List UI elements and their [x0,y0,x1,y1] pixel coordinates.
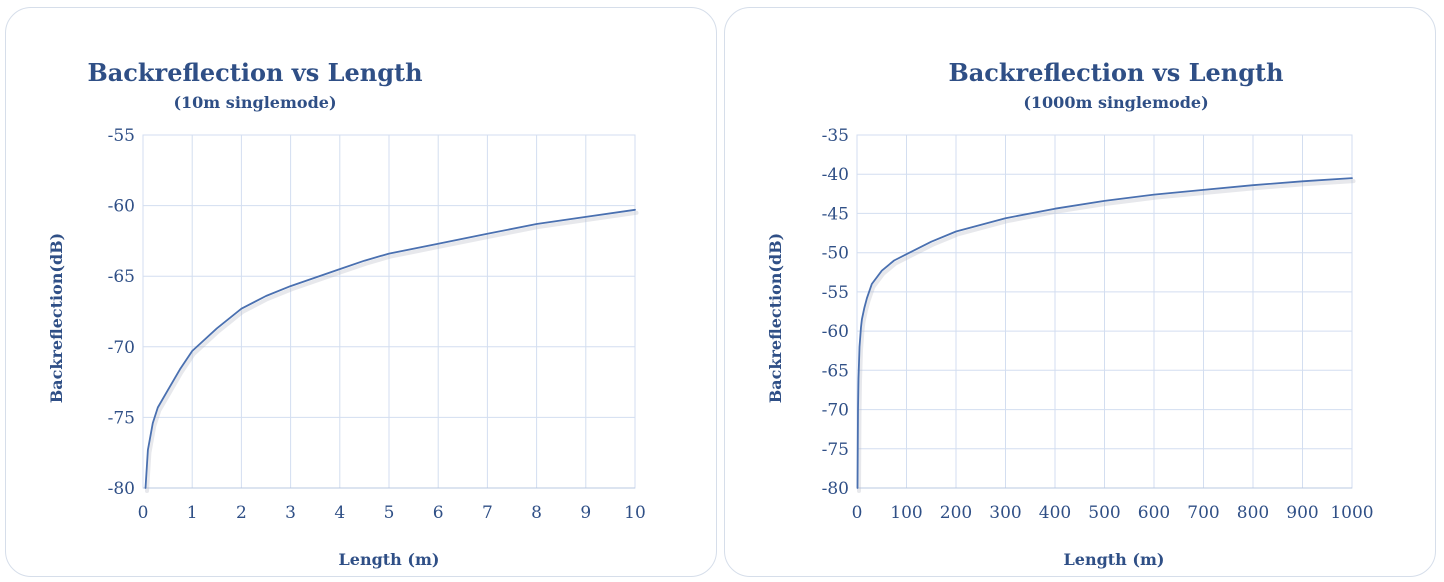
x-tick-label: 0 [138,503,149,523]
y-tick-label: -60 [108,197,135,217]
x-tick-label: 100 [890,503,922,523]
y-axis-label: Backreflection(dB) [766,233,785,404]
x-axis-label: Length (m) [339,550,440,569]
y-tick-label: -75 [108,408,135,428]
chart-1000m: Backreflection vs Length (1000m singlemo… [766,58,1374,569]
y-tick-label: -70 [822,401,849,421]
series-line-shadow [145,210,639,493]
x-tick-label: 800 [1237,503,1269,523]
series-line [856,177,1353,489]
x-tick-label: 2 [236,503,247,523]
chart-subtitle: (10m singlemode) [173,93,336,112]
x-tick-label: 10 [624,503,646,523]
y-tick-label: -65 [822,361,849,381]
chart-title: Backreflection vs Length [87,58,422,87]
y-tick-label: -80 [822,479,849,499]
y-axis-label: Backreflection(dB) [47,233,66,404]
x-tick-label: 500 [1088,503,1120,523]
x-tick-label: 8 [531,503,542,523]
y-tick-label: -55 [822,283,849,303]
y-tick-label: -45 [822,204,849,224]
x-tick-label: 300 [989,503,1021,523]
grid [142,134,636,489]
x-tick-label: 1 [187,503,198,523]
chart-subtitle: (1000m singlemode) [1023,93,1208,112]
x-axis-ticks: 0 100 200 300 400 500 600 700 800 900 1000 [852,503,1374,523]
x-tick-label: 700 [1187,503,1219,523]
x-tick-label: 7 [482,503,493,523]
y-tick-label: -40 [822,165,849,185]
y-axis-ticks: -35 -40 -45 -50 -55 -60 -65 -70 -75 -80 [822,126,849,499]
x-tick-label: 0 [852,503,863,523]
x-tick-label: 1000 [1330,503,1373,523]
x-tick-label: 9 [580,503,591,523]
x-tick-label: 900 [1286,503,1318,523]
x-tick-label: 3 [285,503,296,523]
x-axis-label: Length (m) [1064,550,1165,569]
chart-10m: Backreflection vs Length (10m singlemode… [47,58,646,569]
x-tick-label: 6 [433,503,444,523]
x-tick-label: 600 [1138,503,1170,523]
x-tick-label: 5 [384,503,395,523]
y-tick-label: -80 [108,479,135,499]
series [144,208,639,493]
x-tick-label: 200 [940,503,972,523]
x-tick-label: 400 [1039,503,1071,523]
y-axis-ticks: -55 -60 -65 -70 -75 -80 [108,126,135,499]
chart-title: Backreflection vs Length [948,58,1283,87]
chart-panel-10m: Backreflection vs Length (10m singlemode… [5,7,717,577]
x-tick-label: 4 [334,503,345,523]
y-tick-label: -65 [108,267,135,287]
grid [856,134,1353,489]
y-tick-label: -70 [108,338,135,358]
chart-panel-1000m: Backreflection vs Length (1000m singlemo… [724,7,1436,577]
series-line [144,208,636,489]
y-tick-label: -60 [822,322,849,342]
series-line-shadow [857,179,1356,493]
y-tick-label: -35 [822,126,849,146]
x-axis-ticks: 0 1 2 3 4 5 6 7 8 9 10 [138,503,646,523]
y-tick-label: -55 [108,126,135,146]
y-tick-label: -50 [822,244,849,264]
y-tick-label: -75 [822,440,849,460]
series [856,177,1356,493]
